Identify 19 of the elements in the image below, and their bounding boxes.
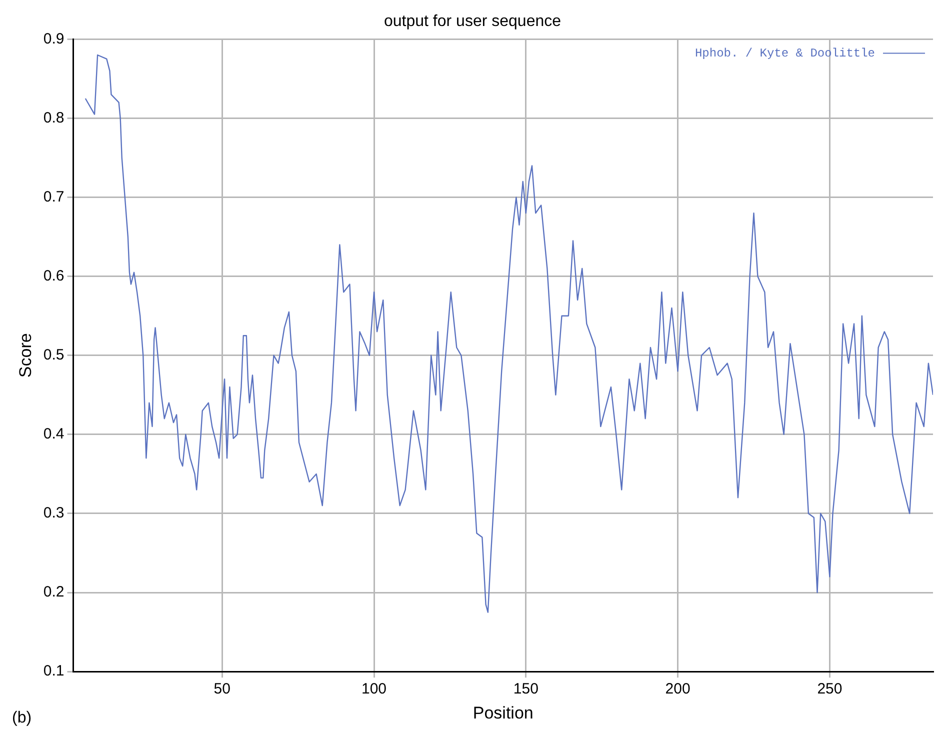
- y-tick-label: 0.4: [43, 426, 64, 443]
- y-tick-label: 0.3: [43, 504, 64, 522]
- y-tick-label: 0.8: [43, 109, 64, 126]
- y-tick-label: 0.2: [43, 584, 64, 601]
- text: (b): [12, 709, 32, 726]
- y-tick-label: 0.6: [43, 267, 64, 284]
- y-axis-title: Score: [16, 333, 35, 378]
- x-axis-title: Position: [472, 703, 534, 722]
- x-tick-label: 50: [214, 680, 230, 698]
- y-tick-label: 0.5: [43, 346, 64, 364]
- chart-title: output for user sequence: [384, 13, 562, 30]
- y-tick-label: 0.1: [43, 662, 64, 680]
- y-tick-label: 0.7: [43, 188, 64, 206]
- legend-label: Hphob. / Kyte & Doolittle: [694, 46, 875, 60]
- x-tick-label: 200: [665, 680, 690, 698]
- x-tick-label: 150: [513, 680, 538, 698]
- x-tick-label: 100: [361, 680, 387, 698]
- y-tick-label: 0.9: [43, 30, 64, 48]
- x-tick-label: 250: [817, 680, 842, 698]
